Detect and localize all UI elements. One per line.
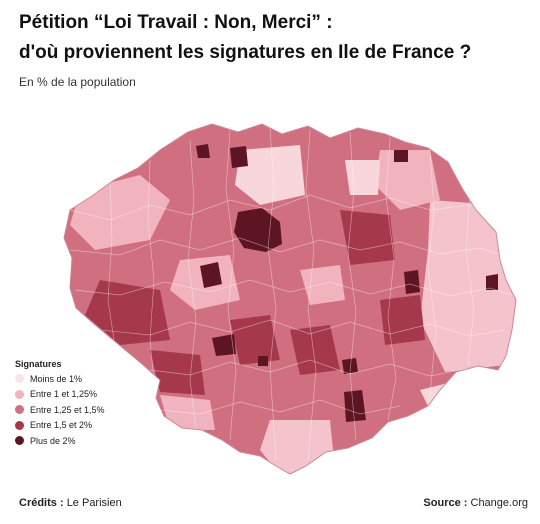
map-subtitle: En % de la population <box>19 75 136 89</box>
legend-swatch-4 <box>15 420 24 430</box>
source-label: Source : <box>423 497 468 509</box>
region-northeast-darkest <box>394 150 408 162</box>
region-southeast-dark <box>380 295 425 345</box>
source: Source : Change.org <box>423 497 528 509</box>
title-line-1: Pétition “Loi Travail : Non, Merci” : <box>19 12 333 33</box>
region-center-light <box>300 265 345 305</box>
region-south-dark <box>230 315 280 365</box>
map-legend: Signatures Moins de 1% Entre 1 et 1,25% … <box>15 359 105 449</box>
region-southwest-darkest <box>212 334 236 356</box>
legend-label-1: Moins de 1% <box>30 373 83 384</box>
legend-swatch-2 <box>15 389 24 399</box>
title-line-2: d'où proviennent les signatures en Ile d… <box>19 42 472 63</box>
region-southwest-dark <box>150 350 205 395</box>
legend-swatch-1 <box>15 374 24 384</box>
credits: Crédits : Le Parisien <box>19 497 122 509</box>
legend-swatch-3 <box>15 405 24 415</box>
map-title: Pétition “Loi Travail : Non, Merci” : d'… <box>19 8 529 68</box>
region-center-darkest <box>258 356 268 366</box>
region-north-darkest <box>230 146 248 168</box>
credits-value: Le Parisien <box>66 497 122 509</box>
region-paris-darkest <box>234 208 282 252</box>
legend-label-4: Entre 1,5 et 2% <box>30 420 93 431</box>
legend-swatch-5 <box>15 436 24 446</box>
region-east-light <box>420 200 516 372</box>
legend-item-2: Entre 1 et 1,25% <box>15 387 105 403</box>
region-east-darkest <box>404 270 420 294</box>
region-essonne-dark <box>290 325 340 375</box>
region-north-light-2 <box>345 160 380 195</box>
legend-label-3: Entre 1,25 et 1,5% <box>30 404 105 415</box>
legend-item-1: Moins de 1% <box>15 371 105 387</box>
region-far-east-darkest <box>486 274 498 290</box>
region-east-dark <box>340 210 395 265</box>
region-south-darkest-2 <box>344 390 366 422</box>
legend-item-5: Plus de 2% <box>15 433 105 449</box>
region-south-darkest <box>342 358 358 374</box>
region-west-darkest <box>200 262 222 288</box>
region-outline <box>63 123 517 475</box>
region-northeast-light <box>375 150 440 210</box>
region-south-light <box>260 420 335 474</box>
credits-label: Crédits : <box>19 497 64 509</box>
legend-label-2: Entre 1 et 1,25% <box>30 389 98 400</box>
region-north-darkest-2 <box>196 144 210 158</box>
legend-title: Signatures <box>15 359 62 369</box>
region-southwest-light <box>160 395 215 430</box>
commune-borders <box>69 127 516 461</box>
source-value: Change.org <box>470 497 529 509</box>
legend-item-3: Entre 1,25 et 1,5% <box>15 402 105 418</box>
region-north-light <box>235 145 305 205</box>
legend-item-4: Entre 1,5 et 2% <box>15 418 105 434</box>
region-west-dark <box>85 280 170 345</box>
legend-label-5: Plus de 2% <box>30 435 76 446</box>
